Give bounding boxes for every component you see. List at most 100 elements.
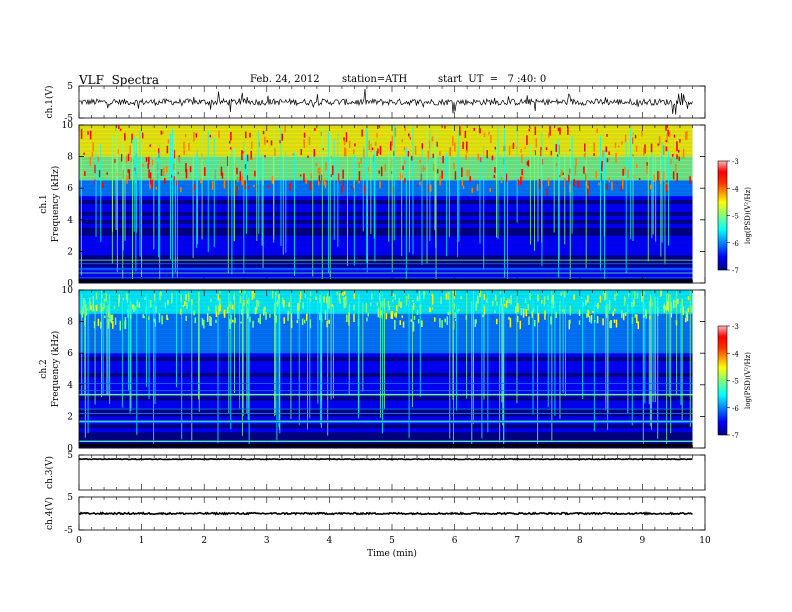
spectrogram-band-1-17 xyxy=(79,192,693,197)
spectrogram-speckle-2-126 xyxy=(92,303,95,312)
spectrogram-streak-1-103 xyxy=(553,139,555,233)
spectrogram-streak-2-40 xyxy=(228,291,230,414)
x-tick-label-9: 9 xyxy=(640,536,646,546)
spectrogram-streak-2-41 xyxy=(175,292,177,388)
spectrogram-speckle-2-353 xyxy=(585,299,587,306)
spectrogram-streak-2-61 xyxy=(246,294,248,414)
y-tick-label-0-0: 5 xyxy=(67,82,73,92)
y-tick-label-4-1: -5 xyxy=(64,526,73,536)
spectrogram-band-2-9 xyxy=(79,325,693,330)
spectrogram-streak-1-38 xyxy=(158,152,160,258)
spectrogram-speckle-1-253 xyxy=(126,175,128,184)
spectrogram-speckle-1-237 xyxy=(562,172,564,175)
spectrogram-speckle-1-255 xyxy=(299,174,302,177)
spectrogram-speckle-1-221 xyxy=(148,169,150,178)
spectrogram-speckle-2-282 xyxy=(431,293,434,296)
spectrogram-speckle-2-14 xyxy=(644,308,647,316)
spectrogram-speckle-2-150 xyxy=(92,296,95,304)
spectrogram-speckle-2-22 xyxy=(586,313,588,318)
spectrogram-speckle-1-224 xyxy=(624,134,627,143)
spectrogram-speckle-1-62 xyxy=(270,140,273,146)
spectrogram-speckle-1-287 xyxy=(605,146,607,153)
spectrogram-streak-1-45 xyxy=(159,143,161,280)
ylabel-0: ch.1(V) xyxy=(44,86,55,119)
spectrogram-streak-2-62 xyxy=(652,290,654,402)
spectrogram-band-2-36 xyxy=(79,432,693,437)
spectrogram-speckle-1-16 xyxy=(376,125,379,130)
spectrogram-streak-2-88 xyxy=(408,299,410,438)
spectrogram-speckle-1-202 xyxy=(114,159,116,163)
spectrogram-speckle-1-51 xyxy=(319,167,321,176)
spectrogram-speckle-2-197 xyxy=(187,292,190,299)
spectrogram-speckle-2-300 xyxy=(662,306,665,309)
spectrogram-speckle-1-64 xyxy=(436,141,438,147)
spectrogram-speckle-1-329 xyxy=(360,157,362,164)
spectrogram-speckle-1-158 xyxy=(211,181,214,190)
y-tick-label-2-1: 2 xyxy=(67,412,73,422)
spectrogram-streak-1-81 xyxy=(558,139,560,260)
spectrogram-speckle-1-358 xyxy=(152,179,154,188)
spectrogram-speckle-2-291 xyxy=(505,300,508,308)
spectrogram-speckle-2-244 xyxy=(616,292,618,296)
spectrogram-speckle-2-250 xyxy=(476,295,479,304)
spectrogram-speckle-2-149 xyxy=(544,310,546,320)
spectrogram-speckle-2-180 xyxy=(509,317,512,328)
spectrogram-speckle-2-416 xyxy=(496,318,498,325)
spectrogram-streak-2-80 xyxy=(381,291,383,434)
spectrogram-speckle-2-15 xyxy=(399,320,402,325)
colorbar-tick-label-1-2: -5 xyxy=(732,213,739,221)
spectrogram-speckle-2-84 xyxy=(445,293,448,300)
spectrogram-speckle-1-160 xyxy=(183,141,185,149)
spectrogram-speckle-2-309 xyxy=(475,301,478,311)
spectrogram-speckle-2-177 xyxy=(537,294,539,301)
spectrogram-streak-2-106 xyxy=(148,298,150,400)
spectrogram-speckle-2-374 xyxy=(592,310,594,313)
spectrogram-speckle-1-300 xyxy=(464,130,467,138)
spectrogram-streak-2-79 xyxy=(666,293,668,447)
spectrogram-speckle-1-48 xyxy=(466,149,468,154)
spectrogram-speckle-2-261 xyxy=(226,306,229,313)
spectrogram-speckle-1-238 xyxy=(684,131,687,141)
spectrogram-speckle-2-148 xyxy=(602,318,604,326)
x-axis-label: Time (min) xyxy=(367,548,417,559)
spectrogram-floor-2 xyxy=(79,444,693,447)
spectrogram-speckle-1-34 xyxy=(361,129,363,137)
spectrogram-speckle-1-102 xyxy=(253,184,255,188)
spectrogram-speckle-2-162 xyxy=(95,304,98,312)
spectrogram-speckle-1-85 xyxy=(351,185,353,190)
spectrogram-streak-1-3 xyxy=(258,131,260,234)
spectrogram-band-1-34 xyxy=(79,259,693,264)
spectrogram-speckle-1-258 xyxy=(131,133,133,144)
spectrogram-speckle-1-359 xyxy=(673,134,676,138)
spectrogram-speckle-1-364 xyxy=(236,186,239,196)
spectrogram-speckle-1-111 xyxy=(529,126,531,129)
spectrogram-band-2-17 xyxy=(79,357,693,362)
spectrogram-speckle-1-342 xyxy=(274,148,276,156)
spectrogram-speckle-1-407 xyxy=(177,171,179,175)
spectrogram-speckle-1-14 xyxy=(343,137,345,141)
x-tick-label-7: 7 xyxy=(514,536,520,546)
spectrogram-speckle-2-314 xyxy=(263,307,266,310)
spectrogram-band-1-19 xyxy=(79,200,693,205)
spectrogram-speckle-1-336 xyxy=(494,146,497,150)
spectrogram-speckle-2-5 xyxy=(249,316,251,323)
spectrogram-streak-1-43 xyxy=(170,133,172,260)
spectrogram-speckle-1-357 xyxy=(83,152,85,155)
spectrogram-speckle-2-266 xyxy=(95,292,98,300)
spectrogram-speckle-2-337 xyxy=(527,303,529,311)
spectrogram-speckle-1-415 xyxy=(416,184,419,187)
spectrogram-speckle-2-325 xyxy=(522,308,525,318)
spectrogram-speckle-2-310 xyxy=(118,294,120,303)
spectrogram-speckle-1-315 xyxy=(102,182,104,189)
spectrogram-streak-1-91 xyxy=(426,125,428,265)
spectrogram-speckle-2-410 xyxy=(685,311,688,319)
spectrogram-speckle-1-36 xyxy=(689,176,691,184)
spectrogram-speckle-1-334 xyxy=(641,130,643,137)
spectrogram-streak-2-55 xyxy=(332,305,334,399)
spectrogram-speckle-2-235 xyxy=(366,317,368,322)
spectrogram-speckle-2-129 xyxy=(275,315,277,323)
spectrogram-speckle-2-188 xyxy=(229,304,231,307)
spectrogram-streak-2-65 xyxy=(145,295,147,387)
spectrogram-speckle-2-113 xyxy=(682,306,685,316)
spectrogram-speckle-2-207 xyxy=(387,300,390,307)
